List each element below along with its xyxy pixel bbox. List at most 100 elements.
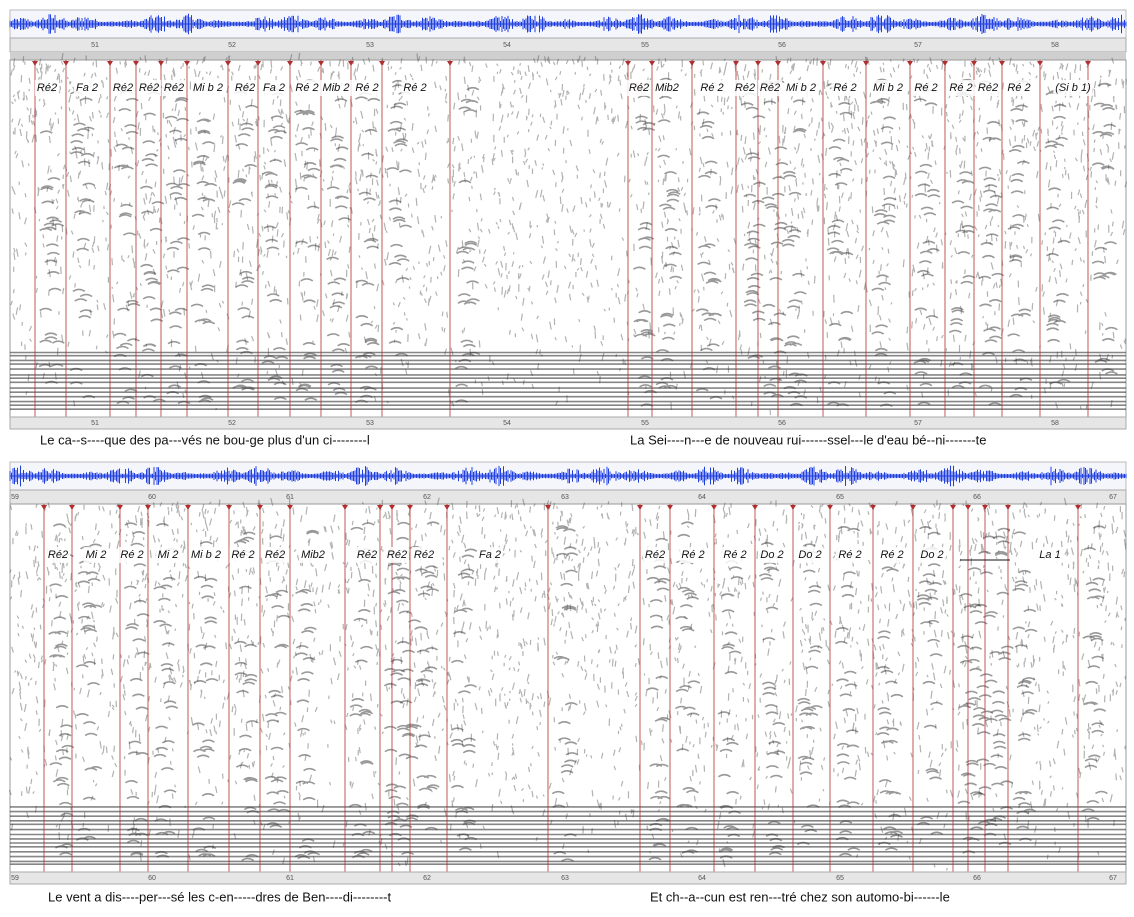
formant-streak xyxy=(191,541,219,857)
note-label-bg xyxy=(401,80,429,96)
time-label: 51 xyxy=(91,42,99,49)
note-label: Do 2 xyxy=(760,549,783,561)
note-label-bg xyxy=(698,80,726,96)
formant-streak xyxy=(1091,82,1118,375)
segment-marker xyxy=(775,61,781,66)
time-label: 52 xyxy=(228,42,236,49)
segment-marker xyxy=(447,61,453,66)
formant-streak xyxy=(326,98,352,396)
note-label: Ré2 xyxy=(265,549,285,561)
note-label: Fa 2 xyxy=(263,82,285,94)
note-label-bg xyxy=(836,547,864,563)
segment-marker xyxy=(348,61,354,66)
note-label-bg xyxy=(83,547,109,563)
note-label: Fa 2 xyxy=(479,549,501,561)
note-label: Ré2 xyxy=(37,82,57,94)
segment-marker xyxy=(69,505,75,510)
time-label: 65 xyxy=(836,875,844,882)
note-label-bg xyxy=(878,547,906,563)
segment-marker xyxy=(1085,61,1091,66)
formant-streak xyxy=(48,523,75,856)
note-label: Mi b 2 xyxy=(191,549,221,561)
note-label-bg xyxy=(229,547,257,563)
note-label: Ré 2 xyxy=(295,82,318,94)
time-label: 53 xyxy=(366,42,374,49)
note-label-bg xyxy=(411,547,437,563)
formant-streak xyxy=(1012,531,1038,842)
note-label: Ré2 xyxy=(48,549,68,561)
note-label-bg xyxy=(912,80,940,96)
segment-marker xyxy=(755,61,761,66)
segment-marker xyxy=(444,505,450,510)
formant-streak xyxy=(294,529,321,860)
lyrics: Le ca--s----que des pa---vés ne bou-ge p… xyxy=(40,432,370,447)
note-label: Ré2 xyxy=(139,82,159,94)
segment-marker xyxy=(733,61,739,66)
segment-marker xyxy=(318,61,324,66)
time-label: 61 xyxy=(286,875,294,882)
formant-streak xyxy=(164,97,191,405)
segment-marker xyxy=(689,61,695,66)
note-label-bg xyxy=(1005,80,1033,96)
time-label: 64 xyxy=(698,494,706,501)
time-label: 67 xyxy=(1109,494,1117,501)
note-label-bg xyxy=(353,80,381,96)
segment-marker xyxy=(910,505,916,510)
formant-streak xyxy=(948,78,976,389)
time-label: 56 xyxy=(778,420,786,427)
note-label: Ré 2 xyxy=(231,549,254,561)
formant-streak xyxy=(190,118,218,403)
note-label: Ré 2 xyxy=(1007,82,1030,94)
segment-marker xyxy=(158,61,164,66)
formant-streak xyxy=(971,535,998,837)
formant-streak xyxy=(655,77,683,389)
note-label-bg xyxy=(136,80,162,96)
segment-marker xyxy=(752,505,758,510)
formant-streak xyxy=(645,537,671,861)
segment-marker xyxy=(257,505,263,510)
lyrics: Le vent a dis----per---sé les c-en-----d… xyxy=(48,889,391,904)
formant-streak xyxy=(264,535,291,828)
note-label: Ré2 xyxy=(414,549,434,561)
formant-streak xyxy=(695,111,723,400)
formant-streak xyxy=(957,567,983,854)
segment-marker xyxy=(1005,505,1011,510)
note-label-bg xyxy=(642,547,668,563)
segment-marker xyxy=(711,505,717,510)
formant-streak xyxy=(989,527,1014,846)
segment-marker xyxy=(863,61,869,66)
note-label-bg xyxy=(161,80,187,96)
segment-marker xyxy=(342,505,348,510)
note-label: Ré2 xyxy=(113,82,133,94)
segment-marker xyxy=(185,505,191,510)
harmonic-bands xyxy=(10,351,1126,410)
segment-marker xyxy=(667,505,673,510)
panel: 51 51 52 52 53 53 54 54 55 55 56 56 57 57 58 58 Ré2 Fa 2 R… xyxy=(9,9,1128,447)
segment-marker xyxy=(649,61,655,66)
note-label: Mib2 xyxy=(655,82,679,94)
formant-streak xyxy=(1007,80,1033,398)
note-label: (Si b 1) xyxy=(1055,82,1091,94)
segment-marker xyxy=(225,61,231,66)
note-label-bg xyxy=(758,547,786,563)
time-label: 67 xyxy=(1109,875,1117,882)
time-label: 58 xyxy=(1051,420,1059,427)
note-label-bg xyxy=(679,547,707,563)
segment-marker xyxy=(377,505,383,510)
note-label: Ré 2 xyxy=(700,82,723,94)
note-label: Ré 2 xyxy=(838,549,861,561)
segment-marker xyxy=(545,505,551,510)
segment-marker xyxy=(287,61,293,66)
segment-marker xyxy=(1075,505,1081,510)
note-label-bg xyxy=(1053,80,1093,96)
time-label: 54 xyxy=(503,42,511,49)
note-label-bg xyxy=(757,80,783,96)
note-label: Mib2 xyxy=(301,549,325,561)
formant-streak xyxy=(414,521,440,831)
segment-marker xyxy=(107,61,113,66)
note-label: Ré2 xyxy=(735,82,755,94)
segment-marker xyxy=(226,505,232,510)
segment-marker xyxy=(827,505,833,510)
bottom-ruler xyxy=(9,416,1127,430)
time-label: 64 xyxy=(698,875,706,882)
